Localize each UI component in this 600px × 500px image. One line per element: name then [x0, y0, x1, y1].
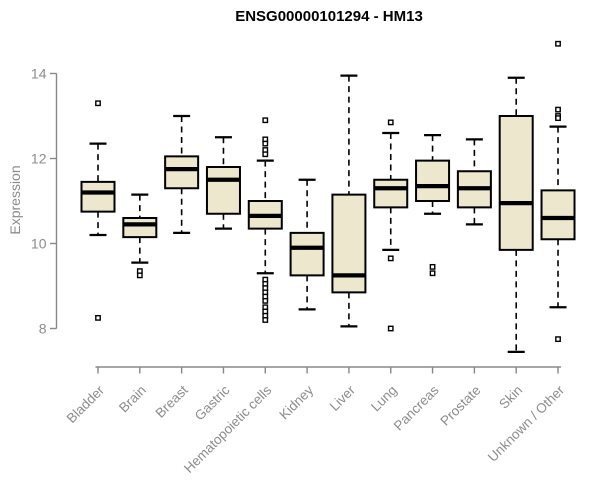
x-category-label: Lung — [368, 383, 400, 415]
iqr-box — [373, 178, 409, 209]
iqr-box — [289, 231, 325, 277]
boxplot-group-breast — [164, 114, 200, 234]
boxplot-group-lung — [373, 119, 409, 332]
x-category-label: Skin — [496, 383, 525, 412]
outlier-point — [429, 270, 436, 277]
iqr-box — [415, 159, 451, 202]
outlier-point — [387, 119, 394, 126]
boxplot-group-skin — [498, 76, 534, 353]
boxplot-group-unknown-other — [540, 40, 576, 343]
outlier-point — [555, 336, 561, 343]
x-category-label: Kidney — [276, 382, 316, 422]
x-category-label: Bladder — [64, 382, 108, 426]
outlier-point — [555, 40, 561, 47]
x-category-label: Breast — [153, 382, 191, 420]
boxplot-group-pancreas — [415, 134, 451, 277]
outlier-point — [262, 317, 269, 323]
outlier-point — [95, 100, 101, 107]
outlier-point — [387, 325, 394, 332]
outlier-point — [555, 115, 561, 122]
x-category-label: Liver — [327, 382, 359, 414]
x-category-label: Unknown / Other — [485, 382, 568, 465]
iqr-box — [205, 166, 241, 215]
x-category-label: Prostate — [437, 383, 483, 429]
boxplot-group-kidney — [289, 178, 325, 311]
chart-title: ENSG00000101294 - HM13 — [235, 8, 423, 25]
y-tick-label: 8 — [39, 321, 47, 337]
boxplot-group-prostate — [456, 138, 492, 226]
y-tick-label: 14 — [31, 66, 47, 82]
iqr-box — [498, 115, 534, 251]
y-tick-label: 10 — [31, 236, 47, 252]
boxplot-group-brain — [122, 193, 158, 279]
outlier-point — [136, 272, 143, 279]
boxplot-group-bladder — [80, 100, 116, 321]
outlier-point — [555, 106, 561, 113]
y-tick-label: 12 — [31, 151, 47, 167]
outlier-point — [262, 140, 269, 147]
boxplot-group-gastric — [205, 136, 241, 230]
iqr-box — [540, 189, 576, 241]
boxplot-group-hematopoietic-cells — [247, 117, 283, 323]
x-category-label: Gastric — [192, 382, 233, 423]
x-category-label: Brain — [116, 383, 149, 416]
iqr-box — [122, 217, 158, 239]
outlier-point — [387, 255, 394, 262]
outlier-point — [262, 117, 269, 124]
iqr-box — [80, 180, 116, 213]
boxplot-group-liver — [331, 74, 367, 328]
outlier-point — [262, 151, 269, 158]
x-category-label: Pancreas — [391, 382, 442, 433]
iqr-box — [164, 155, 200, 190]
outlier-point — [95, 314, 101, 321]
iqr-box — [331, 193, 367, 294]
outlier-point — [262, 297, 269, 304]
outlier-point — [429, 263, 436, 270]
